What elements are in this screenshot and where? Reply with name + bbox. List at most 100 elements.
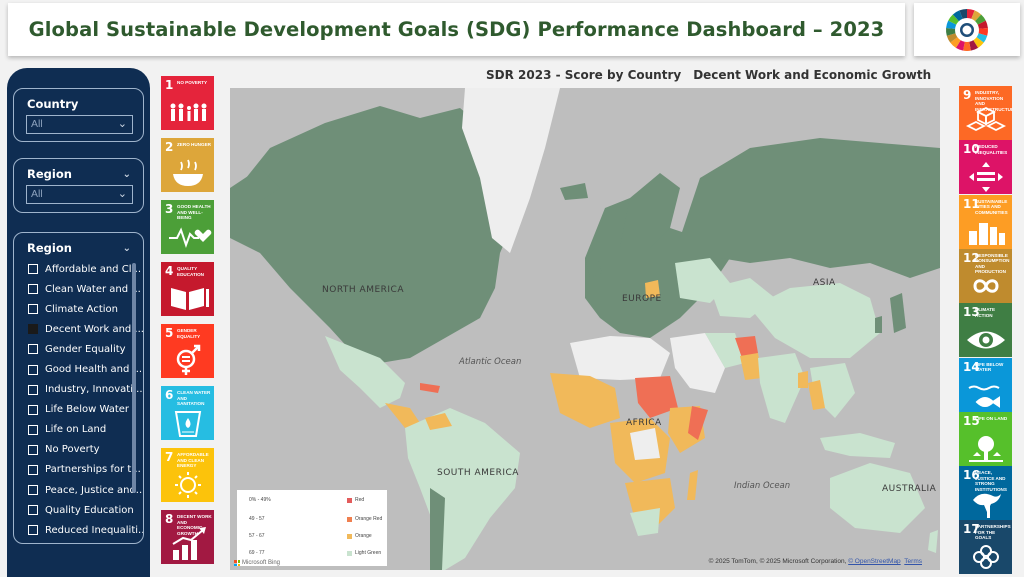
region-list-item[interactable]: Quality Education: [14, 500, 143, 520]
checkbox[interactable]: [28, 525, 38, 536]
region-somalia[interactable]: [688, 406, 708, 440]
region-australia[interactable]: [830, 463, 925, 533]
region-caribbean[interactable]: [420, 383, 440, 393]
label-north-america: NORTH AMERICA: [322, 285, 404, 295]
region-central-asia[interactable]: [710, 278, 775, 318]
sdg-tile-14[interactable]: 14 Life Below Water: [959, 357, 1012, 412]
region-list-item[interactable]: Good Health and ...: [14, 359, 143, 379]
region-central-america[interactable]: [385, 403, 420, 428]
checkbox[interactable]: [28, 485, 38, 496]
sdg-tile-1[interactable]: 1 No Poverty: [161, 76, 214, 130]
checkbox[interactable]: [28, 264, 38, 275]
sdg-tile-17[interactable]: 17 Partnerships for the Goals: [959, 520, 1012, 575]
sdg-tile-16[interactable]: 16 Peace, Justice and Strong Institutions: [959, 466, 1012, 521]
checkbox[interactable]: [28, 404, 38, 415]
chevron-down-icon[interactable]: ⌄: [122, 168, 131, 180]
region-indonesia[interactable]: [820, 433, 895, 458]
region-japan[interactable]: [890, 293, 906, 333]
region-china[interactable]: [750, 283, 880, 358]
checkbox[interactable]: [28, 344, 38, 355]
region-iceland[interactable]: [560, 183, 588, 200]
region-uk[interactable]: [585, 248, 602, 278]
region-list-item[interactable]: Gender Equality: [14, 339, 143, 359]
region-south-america-west[interactable]: [430, 488, 445, 570]
legend-label: Orange Red: [355, 516, 383, 522]
region-europe[interactable]: [585, 198, 730, 338]
sdg-tile-6[interactable]: 6 Clean Water and Sanitation: [161, 386, 214, 440]
legend-label: Red: [355, 497, 365, 503]
region-list-item[interactable]: Life Below Water: [14, 400, 143, 420]
country-slicer: Country All ⌄: [13, 88, 144, 142]
sdg-tile-2[interactable]: 2 Zero Hunger: [161, 138, 214, 192]
region-list-item[interactable]: No Poverty: [14, 440, 143, 460]
book-icon: [171, 288, 209, 310]
region-ukraine-area[interactable]: [645, 280, 660, 298]
region-south-america[interactable]: [405, 408, 520, 570]
region-list-item[interactable]: Life on Land: [14, 420, 143, 440]
terms-link[interactable]: Terms: [904, 558, 922, 565]
sdg-tile-3[interactable]: 3 Good Health and Well-Being: [161, 200, 214, 254]
checkbox[interactable]: [28, 444, 38, 455]
sdg-tile-15[interactable]: 15 Life on Land: [959, 411, 1012, 466]
sdg-tile-7[interactable]: 7 Affordable and Clean Energy: [161, 448, 214, 502]
region-venezuela[interactable]: [425, 413, 452, 430]
region-korea[interactable]: [875, 316, 882, 333]
checkbox[interactable]: [28, 424, 38, 435]
sdg-tile-number: 5: [165, 326, 174, 340]
sdg-tile-13[interactable]: 13 Climate Action: [959, 303, 1012, 358]
region-drc[interactable]: [630, 428, 660, 460]
map-canvas[interactable]: [230, 88, 940, 570]
region-list-item[interactable]: Peace, Justice and...: [14, 480, 143, 500]
region-new-zealand[interactable]: [928, 530, 938, 553]
region-north-africa[interactable]: [570, 336, 670, 380]
sdg-tile-10[interactable]: 10 Reduced Inequalities: [959, 140, 1012, 195]
region-list-item[interactable]: Reduced Inequaliti...: [14, 520, 143, 540]
region-sahel[interactable]: [635, 376, 678, 418]
sdg-tile-number: 14: [963, 359, 980, 374]
region-list-item[interactable]: Partnerships for t...: [14, 460, 143, 480]
region-russia[interactable]: [680, 138, 940, 278]
checkbox[interactable]: [28, 505, 38, 516]
region-list-item-label: Peace, Justice and...: [45, 484, 143, 496]
region-north-america[interactable]: [230, 106, 540, 363]
region-south-africa[interactable]: [630, 508, 660, 536]
sdg-tile-9[interactable]: 9Industry, Innovation and Infrastructure: [959, 86, 1012, 140]
region-list-item[interactable]: Clean Water and ...: [14, 279, 143, 299]
region-madagascar[interactable]: [687, 470, 698, 500]
region-scandinavia[interactable]: [620, 173, 680, 248]
checkbox[interactable]: [28, 284, 38, 295]
region-list-item[interactable]: Climate Action: [14, 299, 143, 319]
sdg-tile-8[interactable]: 8 Decent Work and Economic Growth: [161, 510, 214, 564]
list-scrollbar[interactable]: [132, 263, 136, 493]
region-mexico[interactable]: [325, 336, 405, 408]
region-alaska[interactable]: [230, 168, 280, 213]
sdg-tile-4[interactable]: 4 Quality Education: [161, 262, 214, 316]
checkbox[interactable]: [28, 304, 38, 315]
region-iran[interactable]: [705, 333, 745, 368]
checkbox[interactable]: [28, 364, 38, 375]
sdg-tile-12[interactable]: 12 Responsible Consumption and Production: [959, 248, 1012, 303]
checkbox[interactable]: [28, 384, 38, 395]
world-map[interactable]: NORTH AMERICA EUROPE ASIA AFRICA SOUTH A…: [230, 88, 940, 570]
region-bangladesh[interactable]: [798, 371, 808, 388]
region-pakistan[interactable]: [740, 353, 762, 380]
country-dropdown[interactable]: All ⌄: [26, 115, 133, 134]
region-list-item-label: No Poverty: [45, 444, 100, 456]
chevron-down-icon[interactable]: ⌄: [122, 242, 131, 254]
region-west-africa[interactable]: [550, 373, 620, 428]
region-middle-east[interactable]: [670, 333, 725, 393]
region-myanmar[interactable]: [808, 380, 825, 410]
region-india[interactable]: [758, 353, 805, 423]
sdg-tile-5[interactable]: 5 Gender Equality: [161, 324, 214, 378]
region-list-item[interactable]: Affordable and Cl...: [14, 259, 143, 279]
checkbox[interactable]: [28, 464, 38, 475]
openstreetmap-link[interactable]: © OpenStreetMap: [848, 558, 901, 565]
legend-entry: Light Green: [347, 550, 381, 556]
checkbox[interactable]: [28, 324, 38, 335]
region-list-item[interactable]: Industry, Innovati...: [14, 380, 143, 400]
region-afghanistan[interactable]: [735, 336, 758, 358]
region-dropdown[interactable]: All ⌄: [26, 185, 133, 204]
region-list-item[interactable]: Decent Work and ...: [14, 319, 143, 339]
sdg-tile-11[interactable]: 11 Sustainable Cities and Communities: [959, 194, 1012, 249]
region-greenland[interactable]: [462, 88, 560, 253]
